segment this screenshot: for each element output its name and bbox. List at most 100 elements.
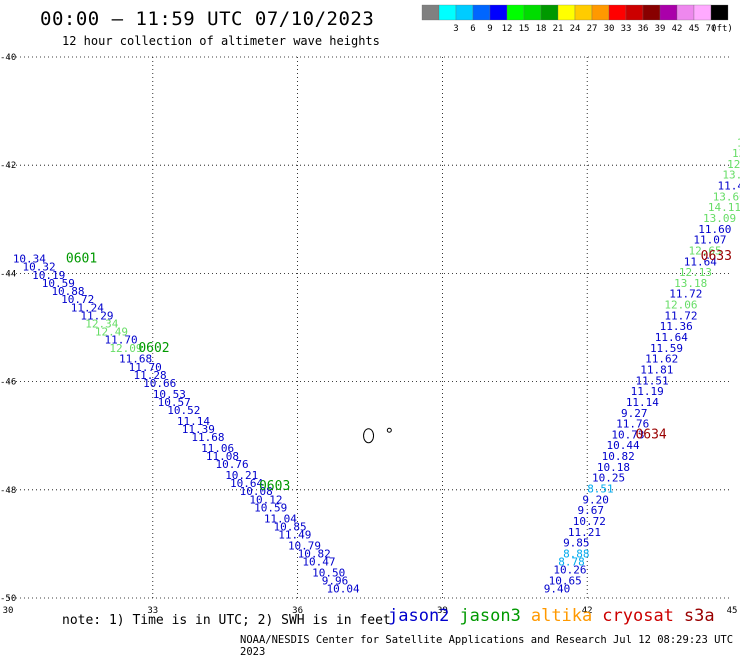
- wave-height-label: 11.59: [650, 342, 683, 355]
- wave-height-label: 11.70: [105, 334, 138, 347]
- wave-height-label: 10.88: [51, 285, 84, 298]
- wave-height-label: 13.18: [674, 277, 707, 290]
- wave-height-label: 10.21: [225, 469, 258, 482]
- color-scale-swatch: [659, 4, 678, 21]
- color-scale-label: 36: [638, 24, 649, 34]
- wave-height-label: 11.81: [640, 363, 673, 376]
- footer-credit: NOAA/NESDIS Center for Satellite Applica…: [240, 634, 734, 658]
- color-scale-swatch: [591, 4, 610, 21]
- wave-height-label: 10.66: [143, 377, 176, 390]
- pass-id-label: 0601: [66, 252, 97, 267]
- pass-id-label: 0634: [635, 427, 666, 442]
- color-scale-swatch: [574, 4, 593, 21]
- wave-height-label: 11.60: [698, 223, 731, 236]
- color-scale-swatch: [506, 4, 525, 21]
- wave-height-label: 10.25: [592, 472, 625, 485]
- wave-height-label: 11.62: [645, 353, 678, 366]
- x-tick-label: 33: [147, 606, 158, 616]
- pass-id-label: 0633: [701, 249, 732, 264]
- color-scale-label: 21: [553, 24, 564, 34]
- wave-height-label: 11.29: [80, 309, 113, 322]
- wave-height-label: 10.76: [216, 458, 249, 471]
- color-scale-swatch: [608, 4, 627, 21]
- color-scale-label: 6: [470, 24, 475, 34]
- wave-height-label: 10.72: [61, 293, 94, 306]
- wave-height-label: 10.82: [298, 547, 331, 560]
- color-scale-swatch: [489, 4, 508, 21]
- wave-height-label: 10.19: [32, 269, 65, 282]
- wave-height-label: 11.39: [182, 423, 215, 436]
- legend-s3a: s3a: [683, 606, 715, 626]
- wave-height-label: 12.65: [689, 244, 722, 257]
- wave-height-label: 11.07: [693, 234, 726, 247]
- color-scale-label: 3: [453, 24, 458, 34]
- x-tick-label: 30: [3, 606, 14, 616]
- legend-jason2: jason2: [388, 606, 450, 626]
- wave-height-label: 10.32: [22, 261, 55, 274]
- island-outline: [363, 428, 375, 444]
- wave-height-label: 11.64: [684, 255, 717, 268]
- color-scale-swatch: [540, 4, 559, 21]
- pass-id-label: 0603: [259, 479, 290, 494]
- color-scale-label: 27: [587, 24, 598, 34]
- wave-height-label: 8.88: [563, 547, 590, 560]
- wave-height-label: 11.19: [631, 385, 664, 398]
- wave-height-label: 10.64: [230, 477, 263, 490]
- chart-subtitle: 12 hour collection of altimeter wave hei…: [62, 34, 380, 48]
- wave-height-label: 10.26: [553, 564, 586, 577]
- color-scale-label: 39: [655, 24, 666, 34]
- wave-height-label: 13.60: [713, 190, 740, 203]
- wave-height-label: 13.38: [732, 147, 740, 160]
- wave-height-label: 11.28: [133, 369, 166, 382]
- legend-cryosat: cryosat: [602, 606, 674, 626]
- color-scale-label: 33: [621, 24, 632, 34]
- wave-height-label: 10.08: [240, 485, 273, 498]
- wave-height-label: 13.09: [703, 212, 736, 225]
- wave-height-label: 12.34: [85, 318, 118, 331]
- wave-height-label: 11.68: [119, 353, 152, 366]
- wave-height-label: 10.52: [167, 404, 200, 417]
- color-scale-swatch: [523, 4, 542, 21]
- color-scale-swatch: [710, 4, 729, 21]
- wave-height-label: 12.49: [95, 326, 128, 339]
- wave-height-label: 11.76: [616, 418, 649, 431]
- satellite-legend: jason2 jason3 altika cryosat s3a: [388, 606, 725, 626]
- wave-height-label: 11.24: [71, 301, 104, 314]
- wave-height-label: 11.21: [568, 526, 601, 539]
- x-tick-label: 39: [437, 606, 448, 616]
- color-scale-label: 18: [536, 24, 547, 34]
- footer-note: note: 1) Time is in UTC; 2) SWH is in fe…: [62, 613, 391, 628]
- legend-altika: altika: [530, 606, 593, 626]
- wave-height-label: 10.53: [153, 388, 186, 401]
- wave-height-label: 10.59: [42, 277, 75, 290]
- color-scale-swatch: [472, 4, 491, 21]
- wave-height-label: 10.50: [312, 566, 345, 579]
- wave-height-label: 11.64: [655, 331, 688, 344]
- wave-height-label: 10.59: [254, 501, 287, 514]
- chart-title: 00:00 — 11:59 UTC 07/10/2023: [40, 8, 375, 30]
- color-scale-swatch: [642, 4, 661, 21]
- wave-height-label: 14.0: [737, 136, 740, 149]
- x-tick-label: 42: [582, 606, 593, 616]
- color-scale-label: 15: [519, 24, 530, 34]
- wave-height-label: 9.40: [544, 583, 571, 596]
- color-scale-label: 9: [487, 24, 492, 34]
- color-scale-label: 30: [604, 24, 615, 34]
- wave-height-label: 12.09: [109, 342, 142, 355]
- wave-height-label: 9.27: [621, 407, 648, 420]
- wave-height-label: 10.18: [597, 461, 630, 474]
- wave-height-label: 12.42: [727, 158, 740, 171]
- color-scale-swatch: [421, 4, 440, 21]
- y-tick-label: -50: [0, 594, 16, 604]
- wave-height-label: 8.78: [558, 556, 585, 569]
- wave-height-label: 9.67: [578, 504, 605, 517]
- y-tick-label: -40: [0, 53, 16, 63]
- x-tick-label: 45: [727, 606, 738, 616]
- color-scale-label: 45: [689, 24, 700, 34]
- y-tick-label: -42: [0, 161, 16, 171]
- wave-height-label: 10.12: [249, 493, 282, 506]
- color-scale-label: 42: [672, 24, 683, 34]
- wave-height-label: 9.96: [322, 574, 349, 587]
- wave-height-label: 10.73: [611, 428, 644, 441]
